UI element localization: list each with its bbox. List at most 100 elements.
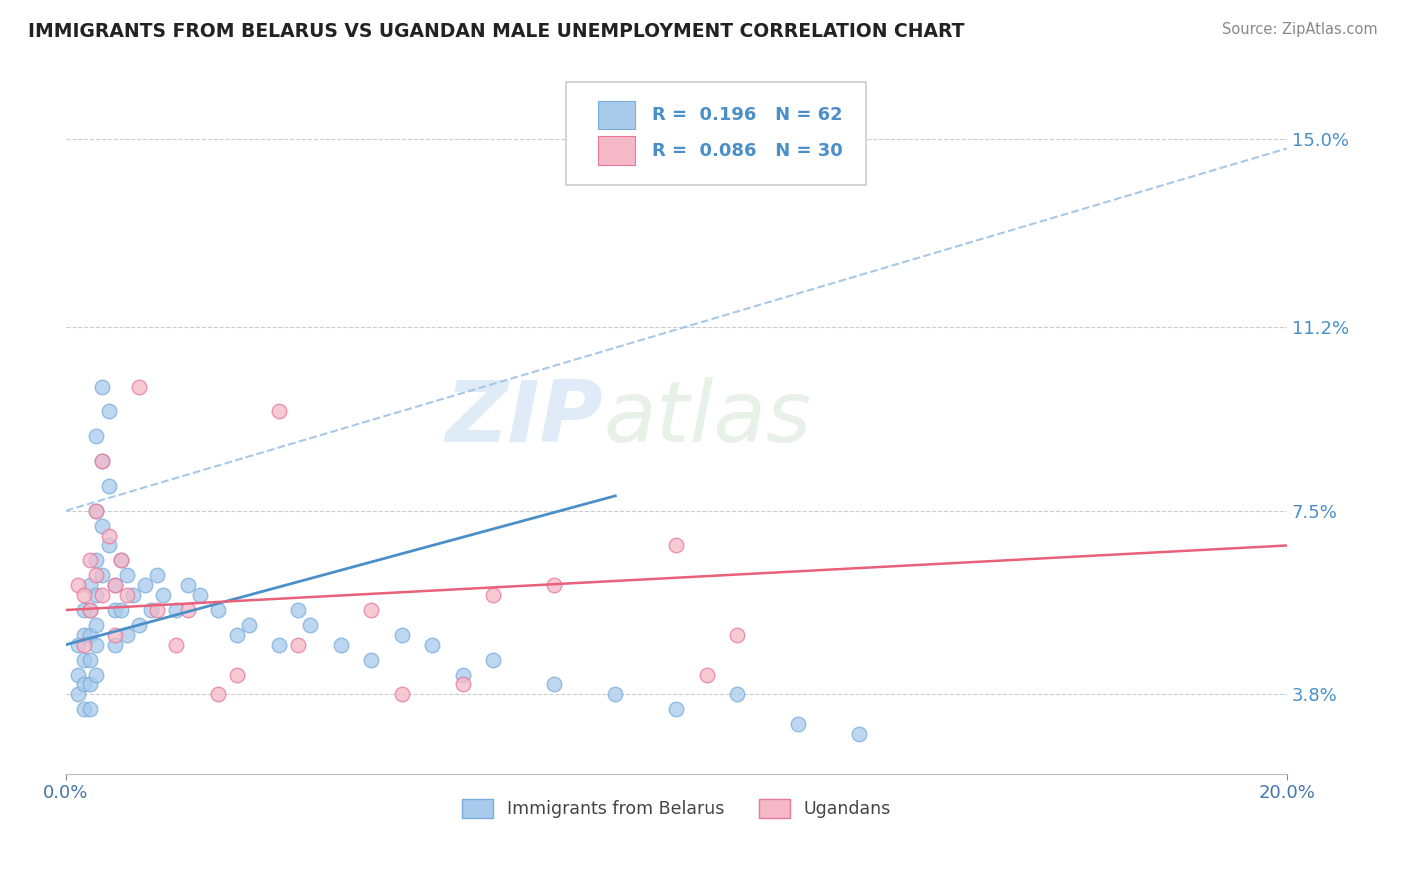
Text: R =  0.086   N = 30: R = 0.086 N = 30: [652, 142, 842, 160]
Point: [269, 404, 291, 418]
Point: [391, 628, 413, 642]
Point: [86, 568, 108, 582]
Point: [97, 528, 120, 542]
Point: [696, 667, 718, 681]
Point: [91, 379, 114, 393]
Point: [298, 618, 321, 632]
Point: [104, 603, 127, 617]
Text: ZIP: ZIP: [446, 377, 603, 460]
Point: [665, 702, 688, 716]
Point: [482, 588, 505, 602]
Point: [86, 667, 108, 681]
Point: [605, 687, 627, 701]
Point: [86, 429, 108, 443]
Text: R =  0.196   N = 62: R = 0.196 N = 62: [652, 106, 842, 124]
Point: [73, 652, 96, 666]
Text: IMMIGRANTS FROM BELARUS VS UGANDAN MALE UNEMPLOYMENT CORRELATION CHART: IMMIGRANTS FROM BELARUS VS UGANDAN MALE …: [28, 22, 965, 41]
Point: [391, 687, 413, 701]
Point: [115, 628, 138, 642]
Point: [122, 588, 145, 602]
Point: [86, 504, 108, 518]
Point: [66, 687, 89, 701]
Point: [79, 652, 101, 666]
Point: [238, 618, 260, 632]
Point: [66, 578, 89, 592]
Point: [97, 404, 120, 418]
Point: [73, 628, 96, 642]
Point: [91, 454, 114, 468]
Point: [79, 553, 101, 567]
Point: [420, 638, 443, 652]
Point: [360, 603, 382, 617]
Point: [110, 603, 132, 617]
Point: [115, 588, 138, 602]
Point: [177, 578, 200, 592]
Point: [482, 652, 505, 666]
Point: [86, 588, 108, 602]
Point: [110, 553, 132, 567]
Point: [91, 588, 114, 602]
Point: [451, 677, 474, 691]
Point: [110, 553, 132, 567]
Point: [73, 677, 96, 691]
Point: [73, 702, 96, 716]
Text: Source: ZipAtlas.com: Source: ZipAtlas.com: [1222, 22, 1378, 37]
Point: [152, 588, 174, 602]
Point: [104, 628, 127, 642]
Point: [73, 588, 96, 602]
Point: [725, 628, 748, 642]
Point: [665, 539, 688, 553]
Point: [86, 553, 108, 567]
Point: [86, 504, 108, 518]
Point: [225, 667, 247, 681]
Text: atlas: atlas: [603, 377, 811, 460]
Point: [146, 603, 169, 617]
Point: [848, 727, 870, 741]
FancyBboxPatch shape: [567, 82, 866, 185]
Point: [66, 667, 89, 681]
Point: [269, 638, 291, 652]
Point: [91, 518, 114, 533]
Point: [287, 603, 309, 617]
Point: [91, 568, 114, 582]
Point: [79, 578, 101, 592]
Point: [165, 603, 187, 617]
Point: [97, 539, 120, 553]
Point: [86, 618, 108, 632]
Point: [207, 687, 229, 701]
Point: [543, 677, 565, 691]
Point: [451, 667, 474, 681]
Point: [73, 603, 96, 617]
Point: [86, 638, 108, 652]
Point: [165, 638, 187, 652]
Point: [188, 588, 211, 602]
FancyBboxPatch shape: [598, 101, 634, 129]
Point: [66, 638, 89, 652]
Point: [79, 603, 101, 617]
Point: [134, 578, 156, 592]
Point: [141, 603, 163, 617]
FancyBboxPatch shape: [598, 136, 634, 165]
Point: [79, 628, 101, 642]
Point: [115, 568, 138, 582]
Point: [104, 638, 127, 652]
Point: [207, 603, 229, 617]
Point: [97, 479, 120, 493]
Point: [79, 603, 101, 617]
Point: [287, 638, 309, 652]
Point: [73, 638, 96, 652]
Point: [79, 677, 101, 691]
Point: [543, 578, 565, 592]
Point: [104, 578, 127, 592]
Point: [91, 454, 114, 468]
Point: [146, 568, 169, 582]
Point: [360, 652, 382, 666]
Legend: Immigrants from Belarus, Ugandans: Immigrants from Belarus, Ugandans: [454, 792, 898, 825]
Point: [128, 379, 150, 393]
Point: [128, 618, 150, 632]
Point: [225, 628, 247, 642]
Point: [104, 578, 127, 592]
Point: [329, 638, 352, 652]
Point: [79, 702, 101, 716]
Point: [787, 717, 810, 731]
